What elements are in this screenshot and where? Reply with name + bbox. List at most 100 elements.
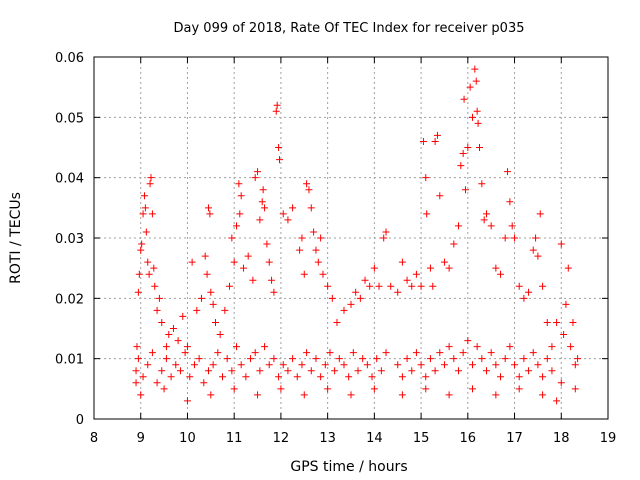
data-point xyxy=(468,361,476,369)
y-tick-label: 0.05 xyxy=(55,111,84,126)
data-point xyxy=(169,325,177,332)
data-point xyxy=(398,391,406,399)
data-point xyxy=(312,246,320,254)
data-point xyxy=(153,306,161,314)
data-point xyxy=(236,210,244,218)
data-point xyxy=(186,373,194,381)
data-point xyxy=(370,264,378,272)
data-point xyxy=(501,234,509,242)
data-point xyxy=(209,361,217,369)
data-point xyxy=(141,204,149,212)
data-point xyxy=(144,361,152,369)
data-point xyxy=(417,282,425,290)
data-point xyxy=(525,367,533,375)
data-point xyxy=(529,349,537,357)
data-point xyxy=(492,391,500,399)
data-point xyxy=(201,252,209,260)
data-point xyxy=(403,276,411,284)
data-point xyxy=(422,385,430,393)
data-point xyxy=(158,367,166,375)
data-point xyxy=(165,331,173,339)
x-tick-label: 9 xyxy=(137,431,145,446)
data-point xyxy=(476,144,483,151)
data-point xyxy=(506,343,514,351)
data-point xyxy=(352,288,360,296)
data-point xyxy=(377,367,385,375)
data-point xyxy=(137,391,145,399)
data-point xyxy=(354,367,362,375)
data-point xyxy=(279,361,287,369)
data-point xyxy=(440,361,448,369)
data-point xyxy=(569,318,577,326)
data-point xyxy=(147,174,155,182)
data-point xyxy=(387,282,395,290)
data-point xyxy=(321,361,329,369)
x-axis-ticks: 8 9 10 11 12 13 14 15 16 17 18 19 xyxy=(90,57,616,446)
data-point xyxy=(433,131,441,139)
data-point xyxy=(273,101,281,109)
data-point xyxy=(277,385,285,393)
data-point xyxy=(140,192,148,200)
data-point xyxy=(567,343,575,351)
y-tick-label: 0.02 xyxy=(55,292,84,307)
data-point xyxy=(270,288,278,296)
data-point xyxy=(298,234,306,242)
data-point xyxy=(233,222,241,230)
data-point xyxy=(237,192,245,200)
data-point xyxy=(539,282,547,290)
data-point xyxy=(183,397,191,405)
data-point xyxy=(426,355,434,363)
data-point xyxy=(275,144,283,151)
data-point xyxy=(256,216,264,224)
x-tick-label: 11 xyxy=(226,431,243,446)
data-point xyxy=(459,150,467,158)
data-point xyxy=(256,367,264,375)
data-point xyxy=(457,162,465,170)
data-point xyxy=(429,282,437,290)
data-point xyxy=(492,264,500,272)
data-point xyxy=(300,270,308,278)
data-point xyxy=(242,373,250,381)
data-point xyxy=(408,282,416,290)
data-point xyxy=(307,204,315,212)
data-point xyxy=(188,258,196,266)
data-point xyxy=(464,144,472,151)
data-point xyxy=(145,270,153,278)
y-tick-label: 0 xyxy=(76,413,84,428)
data-point xyxy=(534,252,542,260)
data-point xyxy=(167,373,175,381)
data-point xyxy=(431,137,439,145)
y-tick-label: 0.03 xyxy=(55,232,84,247)
x-tick-label: 15 xyxy=(413,431,430,446)
data-point xyxy=(487,222,495,230)
data-point xyxy=(345,373,353,381)
data-point xyxy=(303,349,311,357)
chart-title: Day 099 of 2018, Rate Of TEC Index for r… xyxy=(174,21,525,36)
x-tick-label: 19 xyxy=(600,431,617,446)
data-point xyxy=(471,65,479,73)
data-point xyxy=(134,288,142,296)
data-point xyxy=(511,361,519,369)
data-point xyxy=(373,355,381,363)
data-point xyxy=(412,349,420,357)
data-point xyxy=(454,367,462,375)
data-point xyxy=(254,391,262,399)
data-point xyxy=(468,385,476,393)
data-point xyxy=(333,318,341,326)
data-point xyxy=(324,385,332,393)
data-point xyxy=(398,258,406,266)
data-point xyxy=(230,385,238,393)
data-point xyxy=(553,397,561,405)
data-point xyxy=(539,373,547,381)
data-point xyxy=(162,343,170,351)
data-point xyxy=(483,367,491,375)
data-point xyxy=(148,349,156,357)
data-point xyxy=(539,391,547,399)
data-point xyxy=(436,349,444,357)
data-point xyxy=(361,276,369,284)
data-point xyxy=(214,349,222,357)
data-point xyxy=(172,361,180,369)
data-point xyxy=(380,234,388,242)
data-point xyxy=(193,306,201,314)
